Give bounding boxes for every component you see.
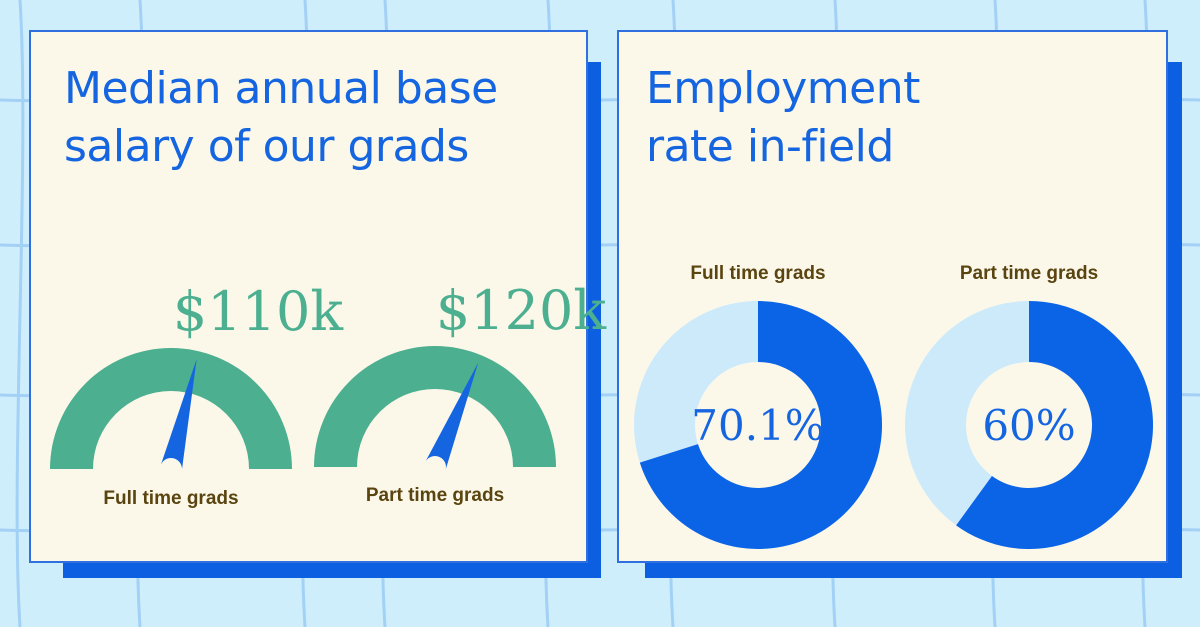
gauge-arc <box>314 346 556 467</box>
gauge-needle <box>160 358 197 472</box>
salary-card: Median annual base salary of our grads $… <box>29 30 607 563</box>
employment-donut-chart: 70.1% Full time grads 60% Part time grads <box>634 263 1153 549</box>
gauge-needle <box>424 362 479 472</box>
salary-gauge-chart: $110k Full time grads $120k Part time grads <box>50 279 607 509</box>
employment-card-title: Employment rate in-field <box>646 63 920 172</box>
salary-card-title: Median annual base salary of our grads <box>64 63 498 172</box>
donut-filled-slice <box>956 301 1153 549</box>
gauge-category-label: Full time grads <box>103 488 238 509</box>
donut-value-label: 60% <box>982 401 1075 450</box>
gauge-category-label: Part time grads <box>366 485 504 506</box>
gauge-value-label: $120k <box>436 279 607 342</box>
donut-value-label: 70.1% <box>691 401 824 450</box>
donut-filled-slice <box>639 301 882 549</box>
donut-category-label: Part time grads <box>960 263 1098 284</box>
donut-category-label: Full time grads <box>690 263 825 284</box>
employment-card: Employment rate in-field 70.1% Full time … <box>617 30 1168 563</box>
grid-line-vertical <box>15 0 25 627</box>
gauge-value-label: $110k <box>173 280 344 343</box>
gauge-arc <box>50 348 292 469</box>
